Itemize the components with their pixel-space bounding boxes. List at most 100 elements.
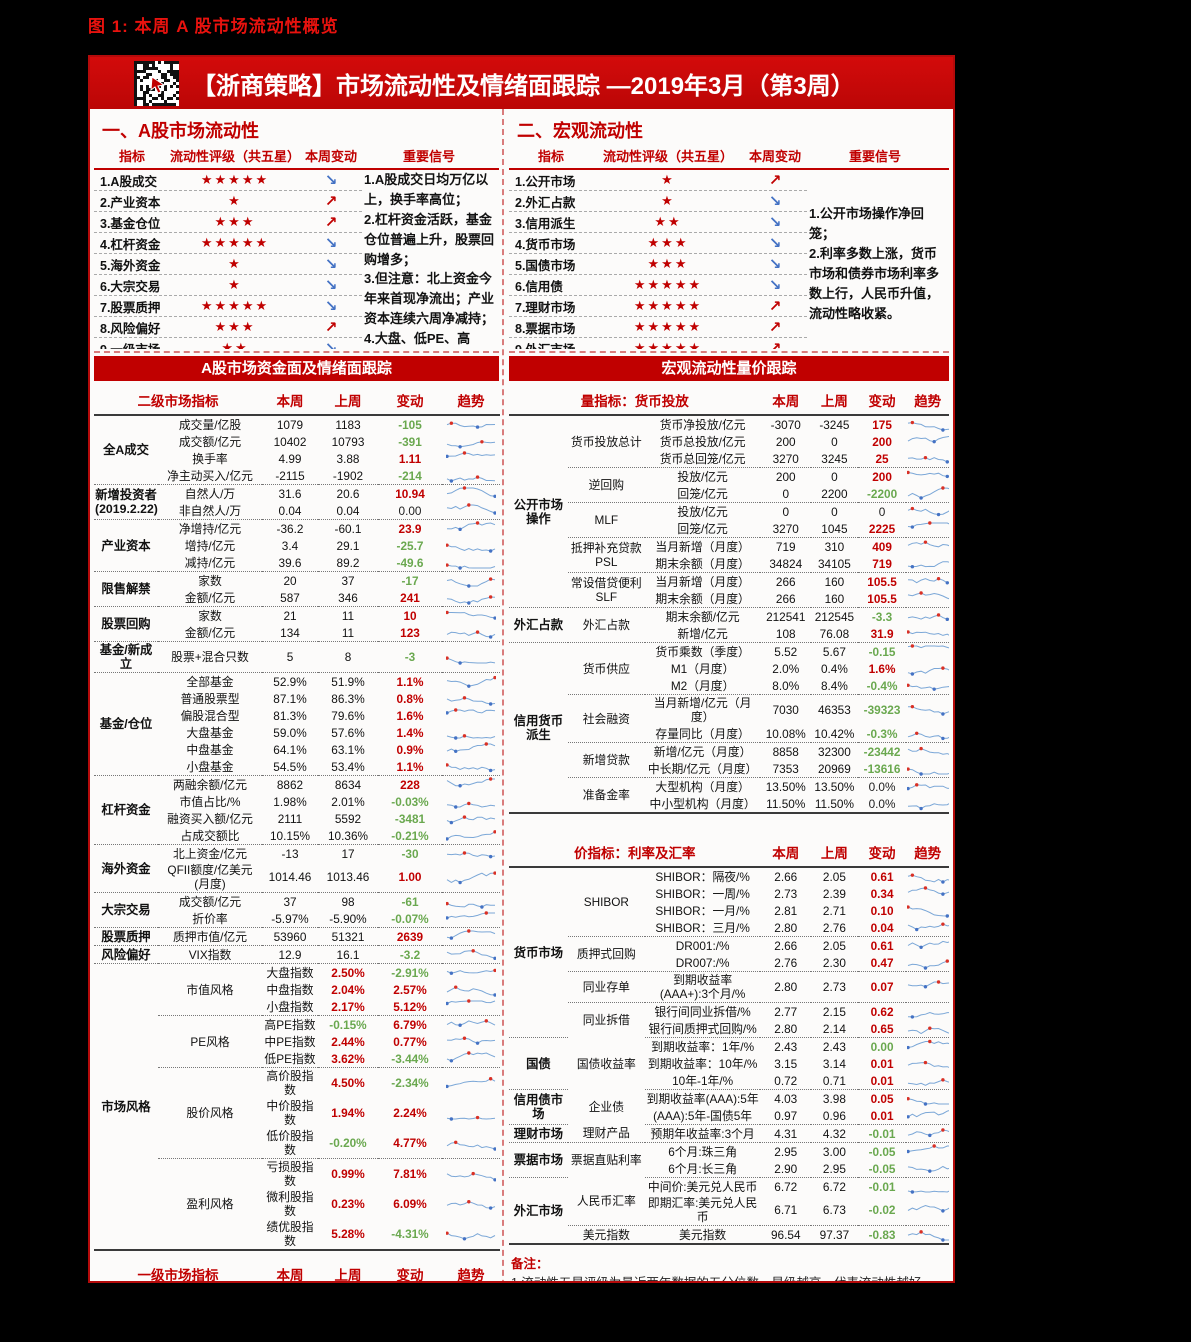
change-cell: -39323	[863, 703, 901, 717]
trend-sparkline	[906, 625, 949, 643]
value-cell: 新增/亿元	[644, 625, 761, 643]
value-cell: 52.9%	[273, 674, 307, 689]
value-cell: 准备金率	[582, 788, 630, 802]
change-cell: 123	[378, 624, 442, 642]
trend-sparkline	[442, 589, 500, 607]
trend-sparkline	[442, 502, 500, 520]
table-row: 期末余额（月度） 34824 34105 719	[509, 555, 949, 573]
value-cell: 13.50%	[765, 779, 806, 794]
value-cell: 银行间质押式回购/%	[644, 1020, 761, 1038]
value-cell: 2.0%	[772, 661, 800, 676]
table-row: 股票质押 质押市值/亿元 53960 51321 2639	[94, 927, 500, 946]
group-cell: 新增投资者 (2019.2.22)	[94, 484, 158, 520]
change-cell: 0.0%	[868, 796, 896, 811]
group-cell: 货币市场	[509, 867, 568, 1038]
change-cell: -0.01	[857, 1124, 907, 1143]
value-cell: 货币净投放/亿元	[659, 417, 746, 432]
trend-sparkline	[442, 450, 500, 467]
arrow-down-icon: ↘	[768, 193, 782, 210]
trend-sparkline	[442, 910, 500, 928]
change-cell: 10.94	[395, 486, 425, 501]
indicator-label: 6.信用债	[515, 279, 563, 294]
trend-sparkline	[442, 893, 500, 911]
change-cell: 0.65	[857, 1020, 907, 1038]
overview-column-header: 本周变动	[748, 149, 801, 164]
table-row: SHIBOR：一月/% 2.81 2.71 0.10	[509, 902, 949, 919]
table-row: 市场风格 市值风格 大盘指数 2.50% -2.91%	[94, 963, 500, 1113]
change-cell: -0.15%	[329, 1017, 367, 1032]
table-row: 基金/新成立 股票+混合只数 5 8 -3	[94, 641, 500, 673]
value-cell: 16.1	[318, 945, 378, 964]
table-row: 货币总回笼/亿元 3270 3245 25	[509, 450, 949, 468]
overview-row: 1.公开市场 ★ ↗	[509, 170, 807, 191]
column-header: 本周	[262, 386, 318, 416]
table-row: 金额/亿元 587 346 241	[94, 589, 500, 607]
value-cell: 134	[262, 624, 318, 642]
table-row: 中长期/亿元（月度） 7353 20969 -13616	[509, 760, 949, 778]
value-cell: 自然人/万	[184, 486, 236, 501]
ashare-column: 一、A股市场流动性 指标 流动性评级（共五星） 本周变动 重要信号 1.A股成交 ★★★★…	[90, 109, 502, 1281]
trend-sparkline	[442, 641, 500, 673]
table-row: 绩优股指数 5.28% -4.31%	[94, 1219, 500, 1250]
column-header: 量指标：货币投放	[509, 386, 761, 416]
value-cell: 20	[283, 573, 297, 588]
value-cell: 3.15	[774, 1056, 798, 1071]
table-row: 微利股指数 0.23% 6.09%	[94, 1189, 500, 1219]
table-row: 中价股指数 1.94% 2.24%	[94, 1098, 500, 1128]
table-row: 海外资金 北上资金/亿元 -13 17 -30	[94, 844, 500, 893]
trend-sparkline	[442, 845, 500, 863]
arrow-down-icon: ↘	[768, 256, 782, 273]
value-cell: 货币投放总计	[567, 415, 645, 468]
table-row: 融资买入额/亿元 2111 5592 -3481	[94, 810, 500, 827]
trend-sparkline	[442, 537, 500, 554]
arrow-down-icon: ↘	[324, 298, 338, 315]
column-header: 本周	[262, 1260, 318, 1281]
arrow-up-icon: ↗	[324, 193, 338, 210]
value-cell: 当月新增（月度）	[655, 574, 750, 589]
overview-row: 3.基金仓位 ★★★ ↗	[94, 212, 362, 233]
value-cell: 0	[831, 434, 838, 449]
value-cell: 银行间同业拆借/%	[654, 1004, 751, 1019]
value-cell: 39.6	[262, 554, 318, 572]
group-cell: 理财市场	[509, 1124, 568, 1143]
change-cell: 2639	[378, 927, 442, 946]
change-cell: -0.02	[857, 1195, 907, 1226]
column-header: 一级市场指标	[94, 1260, 262, 1281]
trend-sparkline	[906, 503, 949, 521]
value-cell: 普通股票型	[180, 691, 240, 706]
value-cell: 金额/亿元	[158, 589, 262, 607]
change-cell: 0.77%	[393, 1034, 427, 1049]
trend-sparkline	[442, 945, 500, 964]
value-cell: 0	[831, 504, 838, 519]
group-cell: 市场风格	[101, 1099, 151, 1114]
table-row: 低价股指数 -0.20% 4.77%	[94, 1128, 500, 1159]
group-cell: 股票回购	[94, 606, 158, 642]
value-cell: 同业存单	[567, 971, 645, 1003]
trend-sparkline	[906, 1124, 949, 1143]
indicator-label: 2.产业资本	[100, 195, 161, 210]
table-row: M1（月度） 2.0% 0.4% 1.6%	[509, 660, 949, 677]
value-cell: -5.90%	[318, 910, 378, 928]
overview-column-header: 流动性评级（共五星）	[170, 149, 301, 164]
overview-column-header: 重要信号	[402, 149, 455, 164]
change-cell: -2200	[857, 485, 907, 503]
trend-sparkline	[442, 1033, 500, 1050]
column-header: 变动	[378, 1260, 442, 1281]
value-cell: 10402	[273, 434, 307, 449]
value-cell: 即期汇率:美元兑人民币	[644, 1195, 761, 1226]
value-cell: 到期收益率：10年/%	[647, 1056, 758, 1071]
content-columns: 一、A股市场流动性 指标 流动性评级（共五星） 本周变动 重要信号 1.A股成交 ★★★★…	[90, 109, 953, 1281]
overview-row: 6.信用债 ★★★★★ ↘	[509, 275, 807, 296]
change-cell: -30	[401, 846, 419, 861]
column-header: 上周	[811, 386, 858, 416]
value-cell: 59.0%	[273, 725, 307, 740]
trend-sparkline	[906, 520, 949, 538]
star-rating: ★	[228, 193, 242, 208]
change-cell: 1.11	[398, 451, 422, 466]
value-cell: 108	[760, 625, 812, 643]
group-cell: 外汇市场	[513, 1203, 563, 1218]
value-cell: 美元指数	[582, 1227, 630, 1242]
value-cell: 存量同比（月度）	[644, 725, 761, 743]
change-cell: 200	[872, 434, 892, 449]
